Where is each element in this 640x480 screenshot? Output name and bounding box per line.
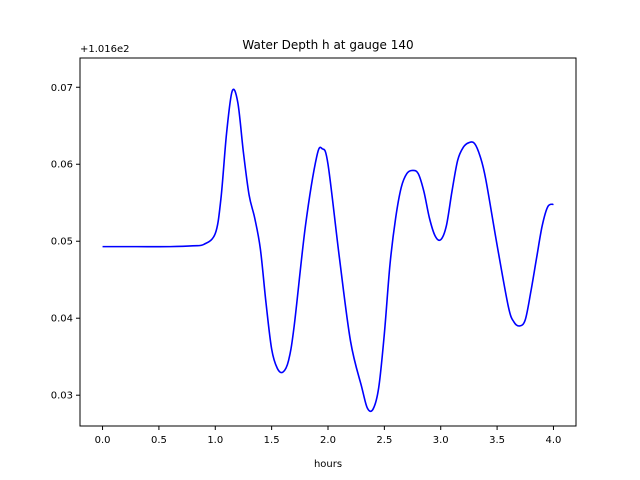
y-tick-label: 0.05 <box>51 237 73 248</box>
x-tick-label: 0.0 <box>95 435 111 446</box>
x-tick-label: 1.0 <box>207 435 223 446</box>
x-tick-label: 3.0 <box>433 435 449 446</box>
x-axis: 0.0 0.5 1.0 1.5 2.0 2.5 3.0 3.5 4.0 <box>95 426 562 446</box>
plot-frame <box>79 57 577 427</box>
x-tick-label: 1.5 <box>264 435 280 446</box>
y-axis: 0.03 0.04 0.05 0.06 0.07 <box>51 83 80 402</box>
series-line <box>102 88 554 413</box>
x-tick-label: 2.0 <box>320 435 336 446</box>
x-axis-label: hours <box>314 459 342 470</box>
y-tick-label: 0.06 <box>51 160 73 171</box>
x-tick-label: 4.0 <box>546 435 562 446</box>
y-tick-label: 0.04 <box>51 314 73 325</box>
x-tick-label: 3.5 <box>489 435 505 446</box>
chart-title: Water Depth h at gauge 140 <box>242 38 413 52</box>
x-tick-label: 0.5 <box>151 435 167 446</box>
plot-area <box>79 57 577 427</box>
x-tick-label: 2.5 <box>376 435 392 446</box>
y-tick-label: 0.03 <box>51 391 73 402</box>
y-tick-label: 0.07 <box>51 83 73 94</box>
y-offset-label: +1.016e2 <box>80 44 130 55</box>
